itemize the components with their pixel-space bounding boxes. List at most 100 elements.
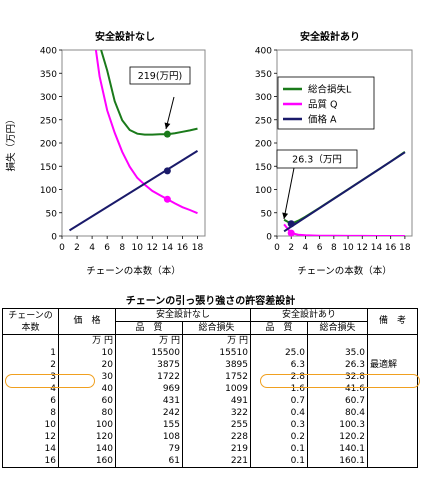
cell-q2: 0.1 — [250, 455, 308, 468]
series-line-価格 A — [68, 150, 199, 232]
unit-l1: 万 円 — [182, 334, 251, 347]
cell-price: 160 — [58, 455, 116, 468]
table-row: 8 80 242 322 0.4 80.4 — [2, 407, 418, 419]
cell-n: 16 — [2, 455, 59, 468]
cell-l1: 221 — [182, 455, 251, 468]
cell-n: 6 — [2, 395, 59, 407]
data-point-marker — [163, 195, 171, 203]
annotation-box — [129, 66, 191, 85]
unit-row: 万 円 万 円 万 円 — [2, 334, 418, 347]
cell-price: 80 — [58, 407, 116, 419]
annotation-label: 26.3（万円 — [292, 154, 342, 166]
annotation-arrowhead — [282, 212, 289, 219]
cell-q1: 969 — [115, 383, 183, 395]
legend-entry: 品質 Q — [308, 99, 338, 111]
cell-q1: 155 — [115, 419, 183, 431]
table-row: 3 30 1722 1752 2.8 32.8 — [2, 371, 418, 383]
col-header-quality-1: 品 質 — [115, 321, 183, 335]
cell-q2: 1.6 — [250, 383, 308, 395]
x-tick-label: 16 — [177, 243, 189, 253]
cell-n: 14 — [2, 443, 59, 455]
table-row: 2 20 3875 3895 6.3 26.3 最適解 — [2, 359, 418, 371]
cell-l2: 120.2 — [307, 431, 368, 443]
cell-l1: 491 — [182, 395, 251, 407]
y-tick-label: 200 — [255, 140, 272, 150]
cell-n: 12 — [2, 431, 59, 443]
x-tick-label: 6 — [104, 243, 110, 253]
cell-q2: 0.2 — [250, 431, 308, 443]
cell-price: 120 — [58, 431, 116, 443]
table-row: 16 160 61 221 0.1 160.1 — [2, 455, 418, 468]
x-axis-label: チェーンの本数（本） — [297, 265, 392, 277]
x-tick-label: 10 — [132, 243, 144, 253]
unit-price: 万 円 — [58, 334, 116, 347]
col-header-with-safety: 安全設計あり — [250, 308, 368, 322]
x-tick-label: 4 — [89, 243, 95, 253]
table-title: チェーンの引っ張り強さの許容差設計 — [125, 296, 296, 307]
x-tick-label: 14 — [371, 243, 383, 253]
cell-l2: 26.3 — [307, 359, 368, 371]
x-tick-label: 18 — [192, 243, 204, 253]
cell-q1: 15500 — [115, 347, 183, 359]
cell-note — [367, 443, 418, 455]
y-tick-label: 200 — [40, 140, 57, 150]
cell-price: 140 — [58, 443, 116, 455]
y-axis-label: 損失（万円） — [5, 114, 17, 171]
cell-l1: 15510 — [182, 347, 251, 359]
series-line-品質 Q — [283, 223, 405, 236]
x-axis-label: チェーンの本数（本） — [86, 265, 181, 277]
cell-note — [367, 407, 418, 419]
cell-l1: 228 — [182, 431, 251, 443]
cell-price: 20 — [58, 359, 116, 371]
annotation-arrowhead — [164, 122, 171, 129]
y-tick-label: 100 — [40, 186, 57, 196]
cell-price: 60 — [58, 395, 116, 407]
col-header-quality-2: 品 質 — [250, 321, 308, 335]
x-tick-label: 12 — [147, 243, 158, 253]
cell-q1: 242 — [115, 407, 183, 419]
y-tick-label: 250 — [255, 116, 272, 126]
x-tick-label: 8 — [119, 243, 125, 253]
table-row: 1 10 15500 15510 25.0 35.0 — [2, 347, 418, 359]
unit-q1: 万 円 — [115, 334, 183, 347]
unit-blank-q2 — [250, 334, 308, 347]
y-tick-label: 400 — [40, 47, 57, 57]
data-point-marker — [163, 130, 171, 138]
cell-note — [367, 419, 418, 431]
col-header-note: 備 考 — [367, 308, 418, 335]
table-row: 14 140 79 219 0.1 140.1 — [2, 443, 418, 455]
cell-note — [367, 371, 418, 383]
col-header-price: 価 格 — [58, 308, 116, 335]
x-tick-label: 10 — [342, 243, 354, 253]
col-header-no-safety: 安全設計なし — [115, 308, 251, 322]
cell-l2: 140.1 — [307, 443, 368, 455]
cell-l2: 32.8 — [307, 371, 368, 383]
y-tick-label: 50 — [46, 209, 58, 219]
unit-blank — [2, 334, 59, 347]
cell-note — [367, 383, 418, 395]
table-row: 10 100 155 255 0.3 100.3 — [2, 419, 418, 431]
x-tick-label: 2 — [288, 243, 294, 253]
cell-q2: 0.4 — [250, 407, 308, 419]
col-header-total-1: 総合損失 — [182, 321, 251, 335]
cell-q2: 6.3 — [250, 359, 308, 371]
table-row: 4 40 969 1009 1.6 41.6 — [2, 383, 418, 395]
cell-q1: 79 — [115, 443, 183, 455]
y-tick-label: 150 — [40, 163, 57, 173]
cell-q1: 431 — [115, 395, 183, 407]
cell-l2: 41.6 — [307, 383, 368, 395]
header-row-1: チェーンの本数 価 格 安全設計なし 安全設計あり 備 考 — [2, 308, 418, 335]
cell-q1: 61 — [115, 455, 183, 468]
cell-l2: 160.1 — [307, 455, 368, 468]
x-tick-label: 0 — [274, 243, 280, 253]
col-header-count: チェーンの本数 — [2, 308, 59, 335]
cell-q1: 3875 — [115, 359, 183, 371]
y-tick-label: 100 — [255, 186, 272, 196]
cell-q2: 2.8 — [250, 371, 308, 383]
cell-l1: 255 — [182, 419, 251, 431]
cell-q2: 0.7 — [250, 395, 308, 407]
y-tick-label: 300 — [255, 93, 272, 103]
